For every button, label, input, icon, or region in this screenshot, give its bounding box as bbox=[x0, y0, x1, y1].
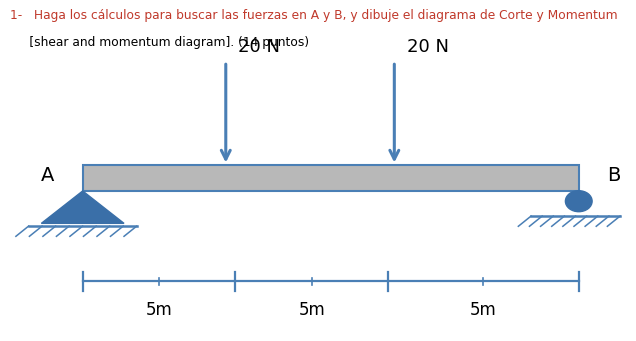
Text: 20 N: 20 N bbox=[238, 38, 280, 56]
Polygon shape bbox=[41, 191, 124, 223]
Text: [shear and momentum diagram]. (14 puntos): [shear and momentum diagram]. (14 puntos… bbox=[10, 36, 308, 49]
Text: 1-   Haga los cálculos para buscar las fuerzas en A y B, y dibuje el diagrama de: 1- Haga los cálculos para buscar las fue… bbox=[10, 9, 617, 21]
Text: 5m: 5m bbox=[470, 301, 497, 319]
Bar bbox=[83, 165, 579, 191]
Text: 5m: 5m bbox=[146, 301, 172, 319]
Text: 20 N: 20 N bbox=[407, 38, 449, 56]
Ellipse shape bbox=[565, 191, 592, 212]
Text: A: A bbox=[41, 166, 55, 185]
Text: B: B bbox=[607, 166, 621, 185]
Text: 5m: 5m bbox=[298, 301, 325, 319]
